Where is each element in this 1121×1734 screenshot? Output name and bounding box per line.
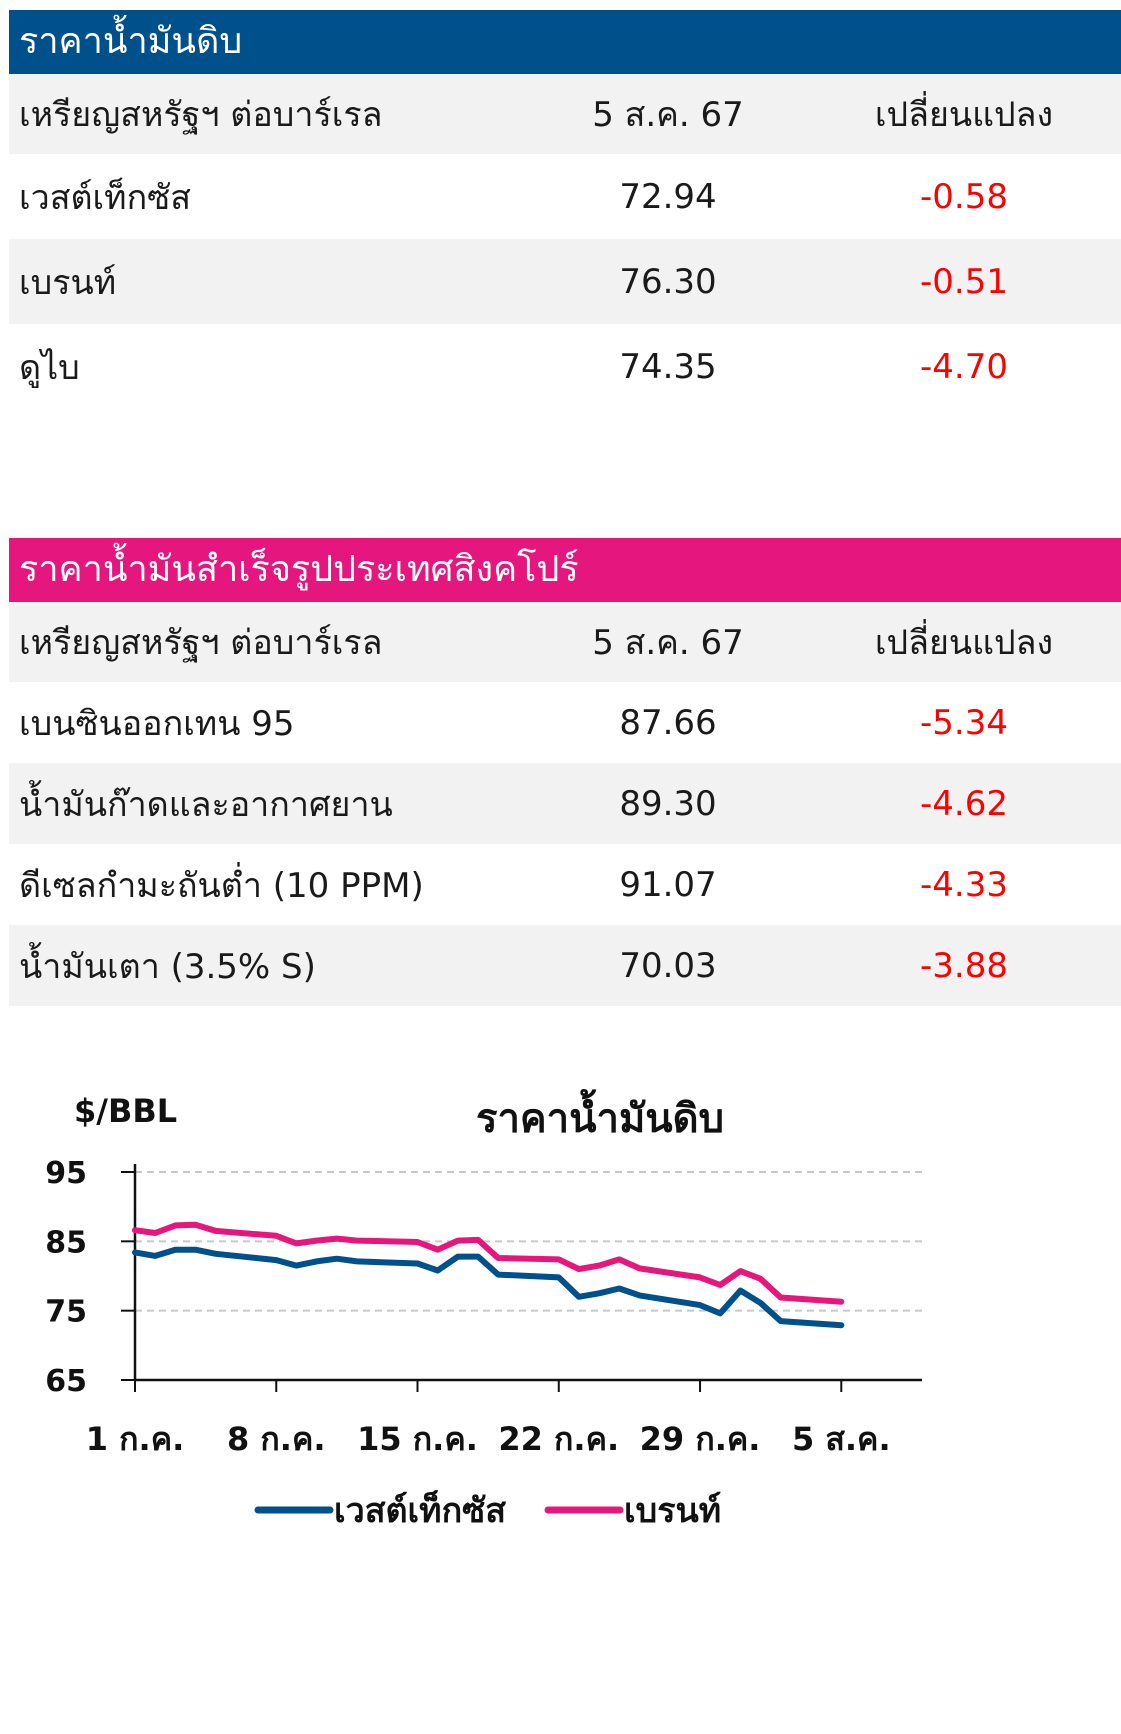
table-row: น้ำมันก๊าดและอากาศยาน 89.30 -4.62 — [9, 763, 1121, 844]
y-tick-label: 95 — [45, 1156, 87, 1191]
series-lines — [132, 1221, 845, 1329]
row-price: 70.03 — [619, 945, 717, 986]
header-unit: เหรียญสหรัฐฯ ต่อบาร์เรล — [19, 623, 383, 663]
header-unit: เหรียญสหรัฐฯ ต่อบาร์เรล — [19, 95, 383, 135]
header-date: 5 ส.ค. 67 — [592, 623, 744, 663]
row-change: -5.34 — [920, 702, 1008, 743]
row-name: เบรนท์ — [19, 262, 117, 303]
header-change: เปลี่ยนแปลง — [874, 95, 1054, 135]
y-unit-label: $/BBL — [74, 1092, 177, 1130]
y-tick-label: 75 — [45, 1295, 87, 1330]
row-price: 89.30 — [619, 783, 717, 824]
crude-table-title: ราคาน้ำมันดิบ — [9, 10, 1121, 74]
axes: 95 85 75 65 1 ก.ค. 8 ก.ค. 15 ก.ค. 22 ก.ค. 29 ก.ค… — [45, 1156, 922, 1458]
y-tick-label: 65 — [45, 1364, 87, 1399]
crude-price-chart: $/BBL ราคาน้ำมันดิบ 95 85 75 65 1 ก.ค. 8 ก.ค.… — [45, 1089, 922, 1531]
table-row: เบรนท์ 76.30 -0.51 — [9, 239, 1121, 324]
row-change: -4.33 — [920, 864, 1008, 905]
row-price: 72.94 — [619, 176, 717, 217]
x-tick-label: 1 ก.ค. — [86, 1420, 185, 1458]
chart-title: ราคาน้ำมันดิบ — [476, 1089, 724, 1142]
crude-table-header: เหรียญสหรัฐฯ ต่อบาร์เรล 5 ส.ค. 67 เปลี่ย… — [9, 74, 1121, 154]
x-tick-label: 15 ก.ค. — [357, 1420, 478, 1458]
header-change: เปลี่ยนแปลง — [874, 623, 1054, 663]
row-price: 76.30 — [619, 261, 717, 302]
row-change: -0.51 — [920, 261, 1008, 302]
table-row: ดีเซลกำมะถันต่ำ (10 PPM) 91.07 -4.33 — [9, 844, 1121, 925]
crude-price-table: ราคาน้ำมันดิบ เหรียญสหรัฐฯ ต่อบาร์เรล 5 … — [9, 10, 1121, 409]
x-tick-label: 22 ก.ค. — [498, 1420, 619, 1458]
x-tick-label: 5 ส.ค. — [792, 1420, 891, 1458]
series-line — [132, 1246, 845, 1329]
x-tick-label: 29 ก.ค. — [640, 1420, 761, 1458]
table-row: เวสต์เท็กซัส 72.94 -0.58 — [9, 154, 1121, 239]
row-name: น้ำมันเตา (3.5% S) — [19, 946, 316, 987]
row-change: -0.58 — [920, 176, 1008, 217]
header-date: 5 ส.ค. 67 — [592, 95, 744, 135]
row-change: -3.88 — [920, 945, 1008, 986]
table-row: ดูไบ 74.35 -4.70 — [9, 324, 1121, 409]
row-price: 87.66 — [619, 702, 717, 743]
table-row: เบนซินออกเทน 95 87.66 -5.34 — [9, 682, 1121, 763]
row-change: -4.70 — [920, 346, 1008, 387]
row-name: น้ำมันก๊าดและอากาศยาน — [19, 784, 393, 825]
legend-label: เบรนท์ — [624, 1491, 721, 1531]
row-name: ดีเซลกำมะถันต่ำ (10 PPM) — [19, 865, 424, 906]
row-name: ดูไบ — [19, 347, 80, 388]
row-price: 91.07 — [619, 864, 717, 905]
row-name: เวสต์เท็กซัส — [19, 177, 191, 218]
y-tick-label: 85 — [45, 1225, 87, 1260]
row-change: -4.62 — [920, 783, 1008, 824]
refined-table-title: ราคาน้ำมันสำเร็จรูปประเทศสิงคโปร์ — [9, 538, 1121, 602]
refined-price-table: ราคาน้ำมันสำเร็จรูปประเทศสิงคโปร์ เหรียญ… — [9, 538, 1121, 1006]
row-price: 74.35 — [619, 346, 717, 387]
legend-label: เวสต์เท็กซัส — [334, 1489, 506, 1531]
legend: เวสต์เท็กซัส เบรนท์ — [254, 1489, 721, 1531]
refined-table-header: เหรียญสหรัฐฯ ต่อบาร์เรล 5 ส.ค. 67 เปลี่ย… — [9, 602, 1121, 682]
series-line — [132, 1221, 845, 1305]
gridlines — [135, 1171, 922, 1312]
table-row: น้ำมันเตา (3.5% S) 70.03 -3.88 — [9, 925, 1121, 1006]
row-name: เบนซินออกเทน 95 — [19, 703, 295, 744]
x-tick-label: 8 ก.ค. — [227, 1420, 326, 1458]
